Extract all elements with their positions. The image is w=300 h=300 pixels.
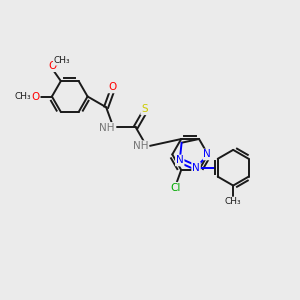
Text: N: N xyxy=(203,149,211,160)
Text: NH: NH xyxy=(133,141,148,152)
Text: NH: NH xyxy=(99,123,115,133)
Text: O: O xyxy=(48,61,57,71)
Text: NH: NH xyxy=(133,141,148,152)
Text: N: N xyxy=(192,163,200,173)
Text: O: O xyxy=(108,82,116,92)
Text: N: N xyxy=(176,155,184,166)
Text: Cl: Cl xyxy=(171,183,181,193)
Text: S: S xyxy=(141,104,148,114)
Text: CH₃: CH₃ xyxy=(225,197,242,206)
Text: CH₃: CH₃ xyxy=(54,56,70,65)
Text: O: O xyxy=(32,92,40,101)
Text: CH₃: CH₃ xyxy=(15,92,32,101)
